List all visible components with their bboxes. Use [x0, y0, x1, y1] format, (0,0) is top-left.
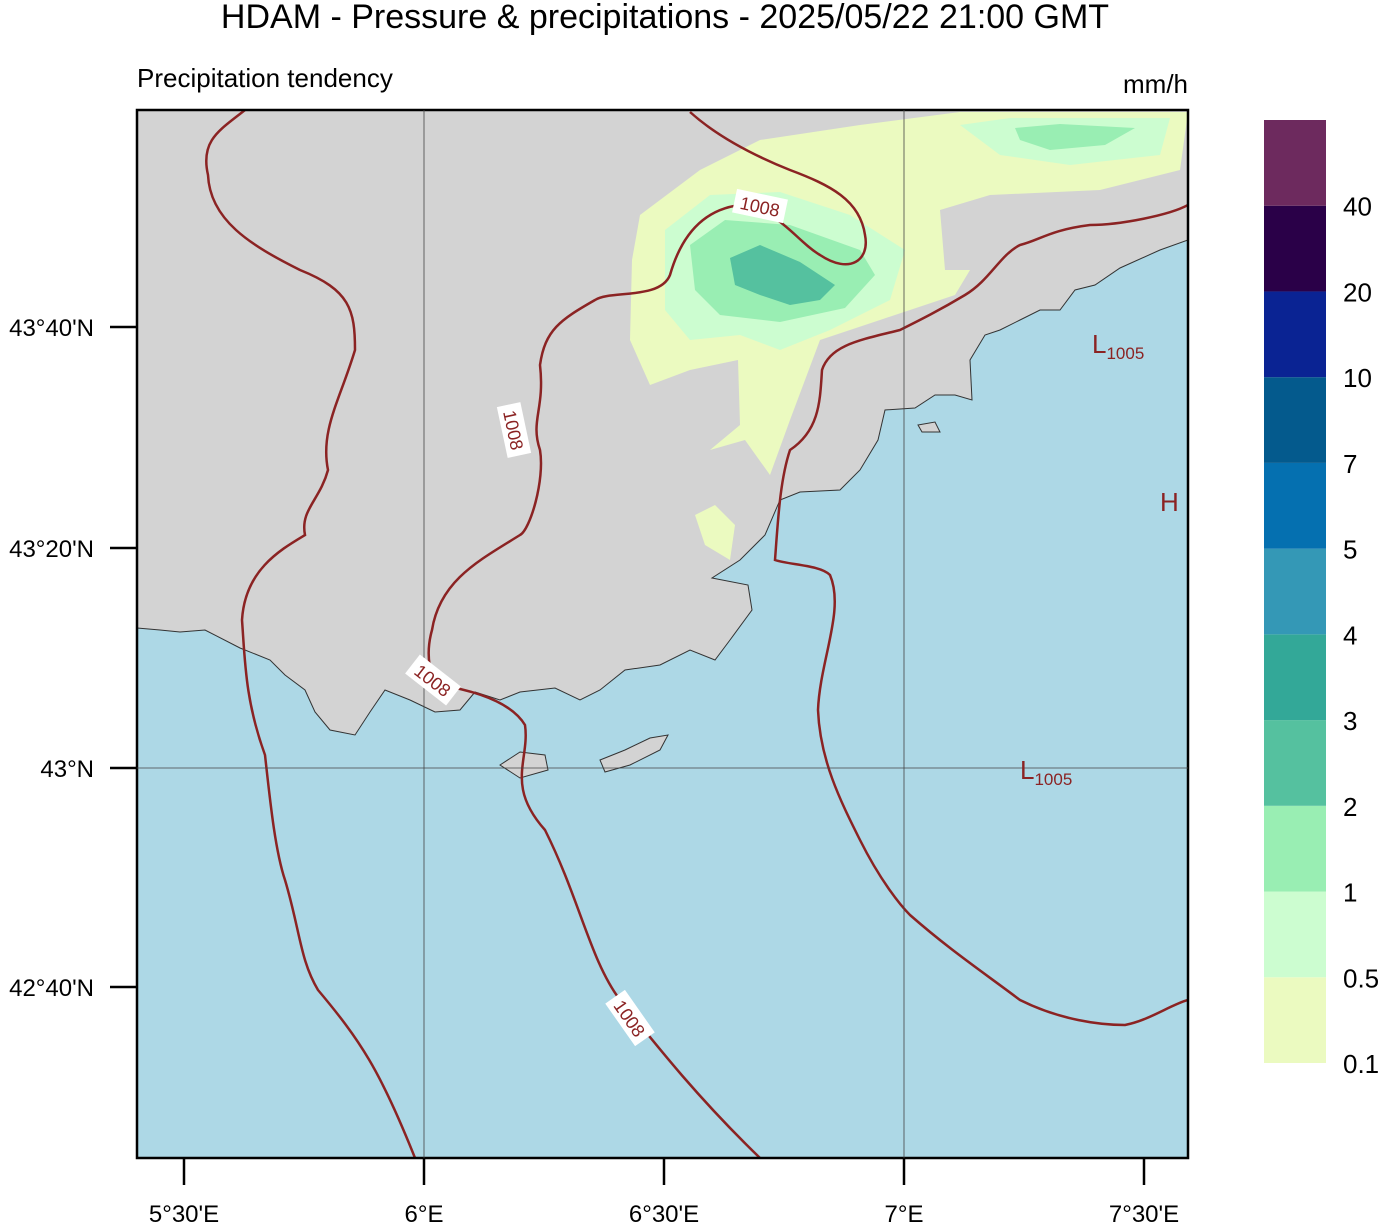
colorbar-label: 0.1	[1343, 1049, 1379, 1079]
pressure-letter: L	[1092, 329, 1106, 359]
colorbar-label: 0.5	[1343, 963, 1379, 993]
isobar-label-bg	[405, 654, 461, 706]
lon-label: 5°30'E	[149, 1201, 219, 1225]
colorbar-label: 10	[1343, 363, 1372, 393]
colorbar-band	[1264, 634, 1326, 721]
colorbar-label: 4	[1343, 620, 1357, 650]
lon-label: 7°E	[885, 1201, 924, 1225]
lon-label: 6°E	[405, 1201, 444, 1225]
colorbar-band	[1264, 291, 1326, 378]
colorbar-band	[1264, 120, 1326, 206]
colorbar-band	[1264, 891, 1326, 978]
colorbar-label: 40	[1343, 192, 1372, 222]
colorbar-band	[1264, 805, 1326, 892]
precip-0.1	[695, 505, 735, 560]
pressure-center: H	[1160, 487, 1179, 517]
colorbar-label: 2	[1343, 792, 1357, 822]
island	[917, 421, 941, 433]
pressure-value: 1005	[1034, 770, 1072, 789]
lat-label: 43°20'N	[9, 536, 94, 563]
colorbar-label: 7	[1343, 449, 1357, 479]
units: mm/h	[1123, 69, 1188, 99]
title: HDAM - Pressure & precipitations - 2025/…	[221, 0, 1109, 36]
lon-label: 6°30'E	[629, 1201, 699, 1225]
map-area	[137, 110, 1188, 1158]
isobar-label: 1008	[732, 188, 788, 224]
colorbar-band	[1264, 548, 1326, 635]
pressure-center: L1005	[1020, 755, 1072, 789]
colorbar-band	[1264, 205, 1326, 292]
colorbar-band	[1264, 377, 1326, 463]
subtitle: Precipitation tendency	[137, 63, 393, 93]
lon-label: 7°30'E	[1109, 1201, 1179, 1225]
precip-2	[730, 245, 835, 305]
isobar-label-bg	[732, 188, 788, 224]
island	[499, 751, 549, 779]
lat-label: 43°N	[40, 756, 94, 783]
colorbar-label: 20	[1343, 277, 1372, 307]
colorbar-label: 3	[1343, 706, 1357, 736]
colorbar-label: 5	[1343, 535, 1357, 565]
island	[599, 734, 669, 773]
precip-1	[1015, 124, 1135, 150]
colorbar-band	[1264, 977, 1326, 1063]
pressure-value: 1005	[1106, 344, 1144, 363]
isobar-label-bg	[496, 402, 532, 458]
isobar-label-bg	[605, 989, 655, 1047]
isobars	[205, 110, 1188, 1158]
colorbar-band	[1264, 720, 1326, 806]
colorbar-label: 1	[1343, 878, 1357, 908]
map-frame	[135, 108, 1190, 1160]
lat-label: 43°40'N	[9, 315, 94, 342]
pressure-letter: H	[1160, 487, 1179, 517]
pressure-center: L1005	[1092, 329, 1144, 363]
lat-label: 42°40'N	[9, 975, 94, 1002]
pressure-letter: L	[1020, 755, 1034, 785]
colorbar-band	[1264, 462, 1326, 549]
